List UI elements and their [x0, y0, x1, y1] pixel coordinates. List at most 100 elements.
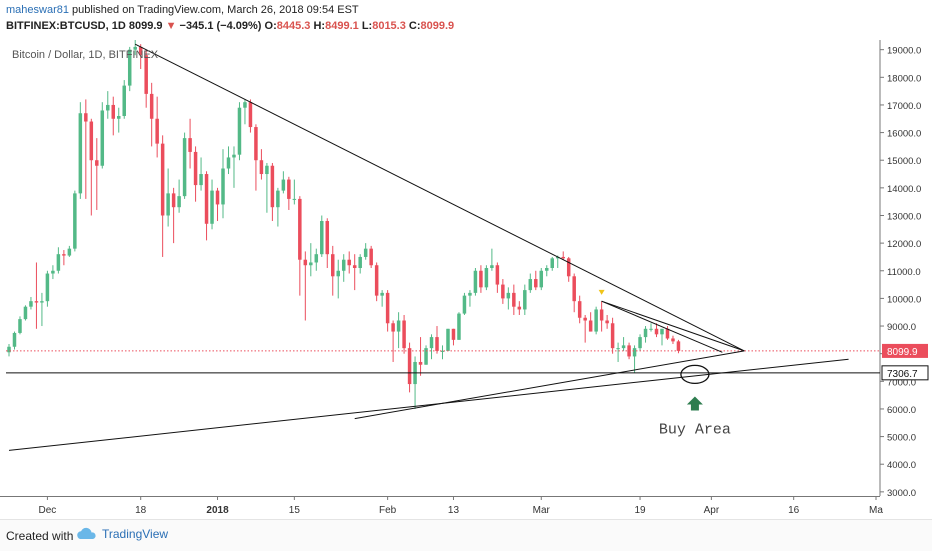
- candle-body: [215, 190, 220, 205]
- down-arrow-icon: ▼: [165, 20, 177, 32]
- candle-body: [347, 259, 351, 266]
- candle-body: [588, 320, 593, 332]
- tradingview-logo[interactable]: TradingView: [76, 526, 168, 541]
- candle-body: [34, 301, 39, 303]
- candle-body: [331, 254, 335, 277]
- candle-body: [292, 198, 297, 200]
- candle-body: [517, 306, 522, 310]
- price-tick-label: 14000.0: [887, 184, 921, 195]
- candle-body: [512, 292, 516, 307]
- candle-body: [506, 292, 511, 299]
- trend-line: [601, 300, 723, 353]
- candle-body: [254, 127, 258, 161]
- candle-body: [407, 348, 412, 385]
- candle-body: [23, 306, 28, 320]
- candle-body: [84, 113, 88, 122]
- candle-body: [638, 337, 642, 349]
- price-tick-label: 10000.0: [887, 294, 921, 305]
- candle-body: [429, 337, 434, 349]
- candlestick-chart[interactable]: Buy Area 3000.0 4000.0 5000.0 6000.0 7000.0 8…: [0, 40, 932, 519]
- candle-body: [243, 102, 247, 108]
- low-value: 8015.3: [372, 20, 406, 32]
- price-tick-label: 9000.0: [887, 322, 916, 333]
- candle-body: [210, 190, 214, 224]
- candle-body: [352, 265, 357, 268]
- candle-body: [479, 270, 483, 288]
- candle-body: [424, 348, 428, 365]
- time-axis[interactable]: Dec 18 2018 15 Feb 13 Mar 19 Apr 16 Ma: [39, 496, 884, 516]
- candle-body: [7, 346, 11, 353]
- candle-body: [259, 160, 264, 175]
- candle-body: [523, 290, 527, 310]
- candle-body: [177, 196, 181, 208]
- price-tick-label: 17000.0: [887, 101, 921, 112]
- candle-body: [440, 350, 445, 352]
- time-tick-label: 15: [289, 505, 301, 516]
- author-name[interactable]: maheswar81: [6, 4, 69, 16]
- candle-body: [56, 254, 61, 271]
- price-tick-label: 11000.0: [887, 267, 921, 278]
- price-tick-label: 19000.0: [887, 46, 921, 57]
- candle-body: [232, 154, 236, 158]
- candle-body: [138, 46, 143, 56]
- price-axis[interactable]: 3000.04000.05000.06000.07000.08000.09000…: [880, 46, 929, 499]
- annotations: Buy Area: [598, 289, 731, 439]
- candle-body: [12, 332, 17, 347]
- open-value: 8445.3: [276, 20, 311, 32]
- candle-body: [122, 85, 126, 116]
- created-with-text: Created with: [6, 529, 74, 543]
- candle-body: [577, 301, 582, 318]
- candle-body: [528, 279, 533, 291]
- price-tick-label: 3000.0: [887, 488, 916, 499]
- high-label: H:: [313, 20, 326, 32]
- candle-body: [555, 256, 560, 259]
- time-tick-label: Mar: [533, 505, 551, 516]
- candle-body: [204, 174, 209, 224]
- candle-body: [67, 248, 72, 256]
- candle-body: [270, 165, 275, 208]
- candle-body: [265, 165, 269, 175]
- candle-body: [182, 138, 187, 197]
- candle-body: [78, 113, 83, 194]
- candle-body: [484, 268, 489, 288]
- buy-area-ellipse: [680, 364, 710, 385]
- last-price-tag-label: 8099.9: [887, 347, 918, 358]
- candle-body: [676, 341, 681, 351]
- candle-body: [18, 319, 22, 333]
- cloud-icon: [77, 527, 96, 539]
- candle-body: [605, 320, 609, 324]
- candle-body: [649, 328, 653, 330]
- candle-body: [29, 301, 33, 307]
- candle-body: [248, 102, 253, 128]
- candle-body: [599, 309, 604, 321]
- quote-line: BITFINEX:BTCUSD, 1D 8099.9 ▼ −345.1 (−4.…: [6, 20, 454, 32]
- low-label: L:: [361, 20, 373, 32]
- candle-body: [660, 328, 664, 335]
- price-change: −345.1 (−4.09%): [179, 20, 262, 32]
- candle-body: [391, 323, 395, 332]
- candle-body: [550, 258, 554, 268]
- price-tick-label: 16000.0: [887, 129, 921, 140]
- candle-body: [363, 248, 368, 257]
- time-tick-label: 13: [448, 505, 460, 516]
- candle-body: [106, 104, 110, 111]
- candle-body: [671, 338, 675, 342]
- open-label: O:: [264, 20, 277, 32]
- candle-body: [566, 258, 571, 277]
- trend-line: [601, 300, 745, 352]
- candle-body: [276, 190, 280, 208]
- candle-body: [188, 138, 192, 152]
- candle-body: [281, 179, 286, 191]
- candle-body: [457, 313, 461, 340]
- price-tick-label: 15000.0: [887, 156, 921, 167]
- candle-body: [385, 292, 390, 324]
- candle-body: [632, 348, 637, 357]
- candle-body: [462, 295, 467, 314]
- candle-body: [45, 273, 50, 302]
- candle-body: [73, 193, 77, 249]
- candle-body: [402, 320, 406, 349]
- candle-body: [193, 151, 198, 186]
- candle-body: [643, 328, 648, 338]
- candle-body: [144, 55, 148, 94]
- candle-body: [171, 193, 176, 208]
